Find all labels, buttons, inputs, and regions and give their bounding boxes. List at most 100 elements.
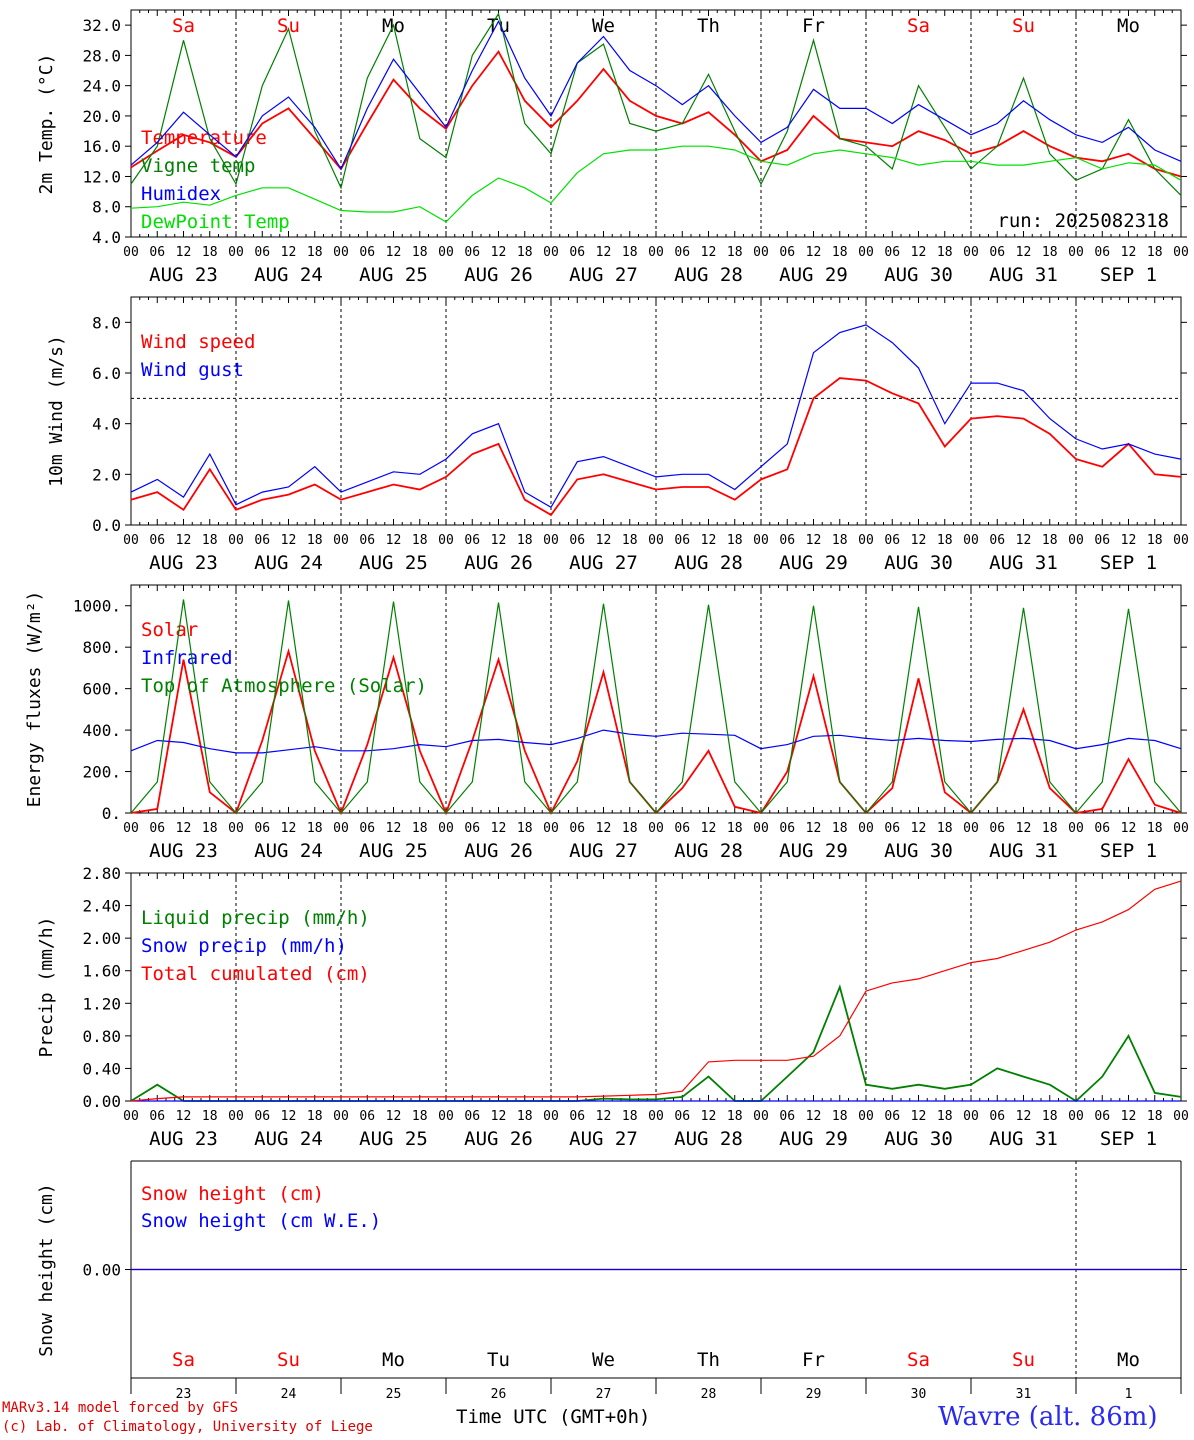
date-label: AUG 24 (254, 264, 323, 286)
date-label: AUG 24 (254, 552, 323, 574)
y-axis-label: 10m Wind (m/s) (46, 335, 67, 487)
hour-tick-label: 06 (779, 245, 795, 260)
hour-tick-label: 00 (858, 821, 874, 836)
series-line (130, 324, 1182, 509)
hour-tick-label: 12 (701, 1109, 717, 1124)
hour-tick-label: 00 (228, 533, 244, 548)
hour-tick-label: 06 (569, 533, 585, 548)
hour-tick-label: 06 (989, 821, 1005, 836)
date-label: AUG 28 (674, 264, 743, 286)
hour-tick-label: 18 (832, 1109, 848, 1124)
hour-tick-label: 12 (1121, 245, 1137, 260)
date-label: SEP 1 (1100, 264, 1157, 286)
y-tick-label: 16.0 (82, 137, 121, 156)
hour-tick-label: 18 (727, 533, 743, 548)
y-tick-label: 20.0 (82, 107, 121, 126)
hour-tick-label: 06 (989, 533, 1005, 548)
panel-2: 00 06 12 18 00 06 12 18 00 06 12 18 00 06 12 18 00 06 12 18… (46, 296, 1189, 574)
hour-tick-label: 12 (1016, 533, 1032, 548)
hour-tick-label: 00 (963, 533, 979, 548)
date-label: AUG 24 (254, 840, 323, 862)
y-tick-label: 32.0 (82, 16, 121, 35)
date-label: SEP 1 (1100, 1128, 1157, 1150)
date-label: AUG 31 (989, 552, 1058, 574)
date-label: AUG 25 (359, 840, 428, 862)
hour-tick-label: 06 (464, 245, 480, 260)
y-tick-label: 0.00 (82, 1261, 121, 1280)
legend-entry: Temperature (141, 127, 267, 149)
hour-tick-label: 12 (596, 1109, 612, 1124)
hour-tick-label: 00 (333, 1109, 349, 1124)
date-label: AUG 29 (779, 1128, 848, 1150)
hour-tick-label: 18 (1042, 1109, 1058, 1124)
hour-tick-label: 00 (123, 1109, 139, 1124)
hour-tick-label: 18 (412, 533, 428, 548)
hour-tick-label: 00 (543, 245, 559, 260)
hour-tick-label: 00 (333, 533, 349, 548)
date-label: AUG 26 (464, 840, 533, 862)
date-label: AUG 28 (674, 840, 743, 862)
hour-tick-label: 18 (1147, 533, 1163, 548)
hour-tick-label: 06 (989, 245, 1005, 260)
hour-tick-label: 12 (806, 245, 822, 260)
date-label: AUG 23 (149, 552, 218, 574)
hour-tick-label: 12 (281, 533, 297, 548)
hour-tick-label: 06 (569, 1109, 585, 1124)
hour-tick-label: 06 (1094, 821, 1110, 836)
hour-tick-label: 00 (963, 245, 979, 260)
hour-tick-label: 00 (438, 821, 454, 836)
y-tick-label: 24.0 (82, 77, 121, 96)
hour-tick-label: 06 (884, 1109, 900, 1124)
hour-tick-label: 18 (622, 821, 638, 836)
date-label: AUG 28 (674, 552, 743, 574)
weekday-label: Th (697, 1349, 720, 1371)
hour-tick-label: 18 (517, 821, 533, 836)
legend-entry: Humidex (141, 183, 221, 205)
weekday-label: Mo (1117, 1349, 1140, 1371)
hour-tick-label: 00 (333, 821, 349, 836)
hour-tick-label: 12 (911, 821, 927, 836)
hour-tick-label: 12 (911, 245, 927, 260)
hour-tick-label: 18 (412, 1109, 428, 1124)
hour-tick-label: 18 (517, 245, 533, 260)
y-tick-label: 1.20 (82, 994, 121, 1013)
date-label: AUG 30 (884, 264, 953, 286)
weekday-label: Tu (487, 1349, 510, 1371)
hour-tick-label: 18 (202, 533, 218, 548)
y-tick-label: 0. (102, 804, 121, 823)
hour-tick-label: 00 (753, 245, 769, 260)
hour-tick-label: 00 (228, 245, 244, 260)
hour-tick-label: 06 (149, 533, 165, 548)
weekday-label: Fr (802, 1349, 825, 1371)
x-axis-title: Time UTC (GMT+0h) (456, 1406, 651, 1428)
y-tick-label: 2.40 (82, 897, 121, 916)
legend-entry: Wind gust (141, 359, 244, 381)
hour-tick-label: 00 (753, 533, 769, 548)
hour-tick-label: 00 (438, 1109, 454, 1124)
y-tick-label: 2.00 (82, 929, 121, 948)
hour-tick-label: 18 (1147, 821, 1163, 836)
hour-tick-label: 12 (386, 245, 402, 260)
hour-tick-label: 18 (832, 533, 848, 548)
hour-tick-label: 12 (176, 533, 192, 548)
y-tick-label: 12.0 (82, 167, 121, 186)
legend-entry: Solar (141, 619, 198, 641)
legend-entry: Snow height (cm W.E.) (141, 1210, 381, 1232)
hour-tick-label: 00 (1173, 1109, 1189, 1124)
hour-tick-label: 06 (464, 533, 480, 548)
hour-tick-label: 00 (1068, 1109, 1084, 1124)
hour-tick-label: 06 (674, 821, 690, 836)
hour-tick-label: 12 (1121, 1109, 1137, 1124)
hour-tick-label: 12 (1016, 821, 1032, 836)
hour-tick-label: 18 (937, 533, 953, 548)
hour-tick-label: 06 (254, 533, 270, 548)
y-axis-label: Snow height (cm) (36, 1183, 57, 1356)
hour-tick-label: 00 (858, 533, 874, 548)
hour-tick-label: 00 (858, 245, 874, 260)
date-label: AUG 26 (464, 552, 533, 574)
date-label: AUG 30 (884, 1128, 953, 1150)
date-label: SEP 1 (1100, 840, 1157, 862)
hour-tick-label: 12 (281, 1109, 297, 1124)
hour-tick-label: 12 (596, 245, 612, 260)
